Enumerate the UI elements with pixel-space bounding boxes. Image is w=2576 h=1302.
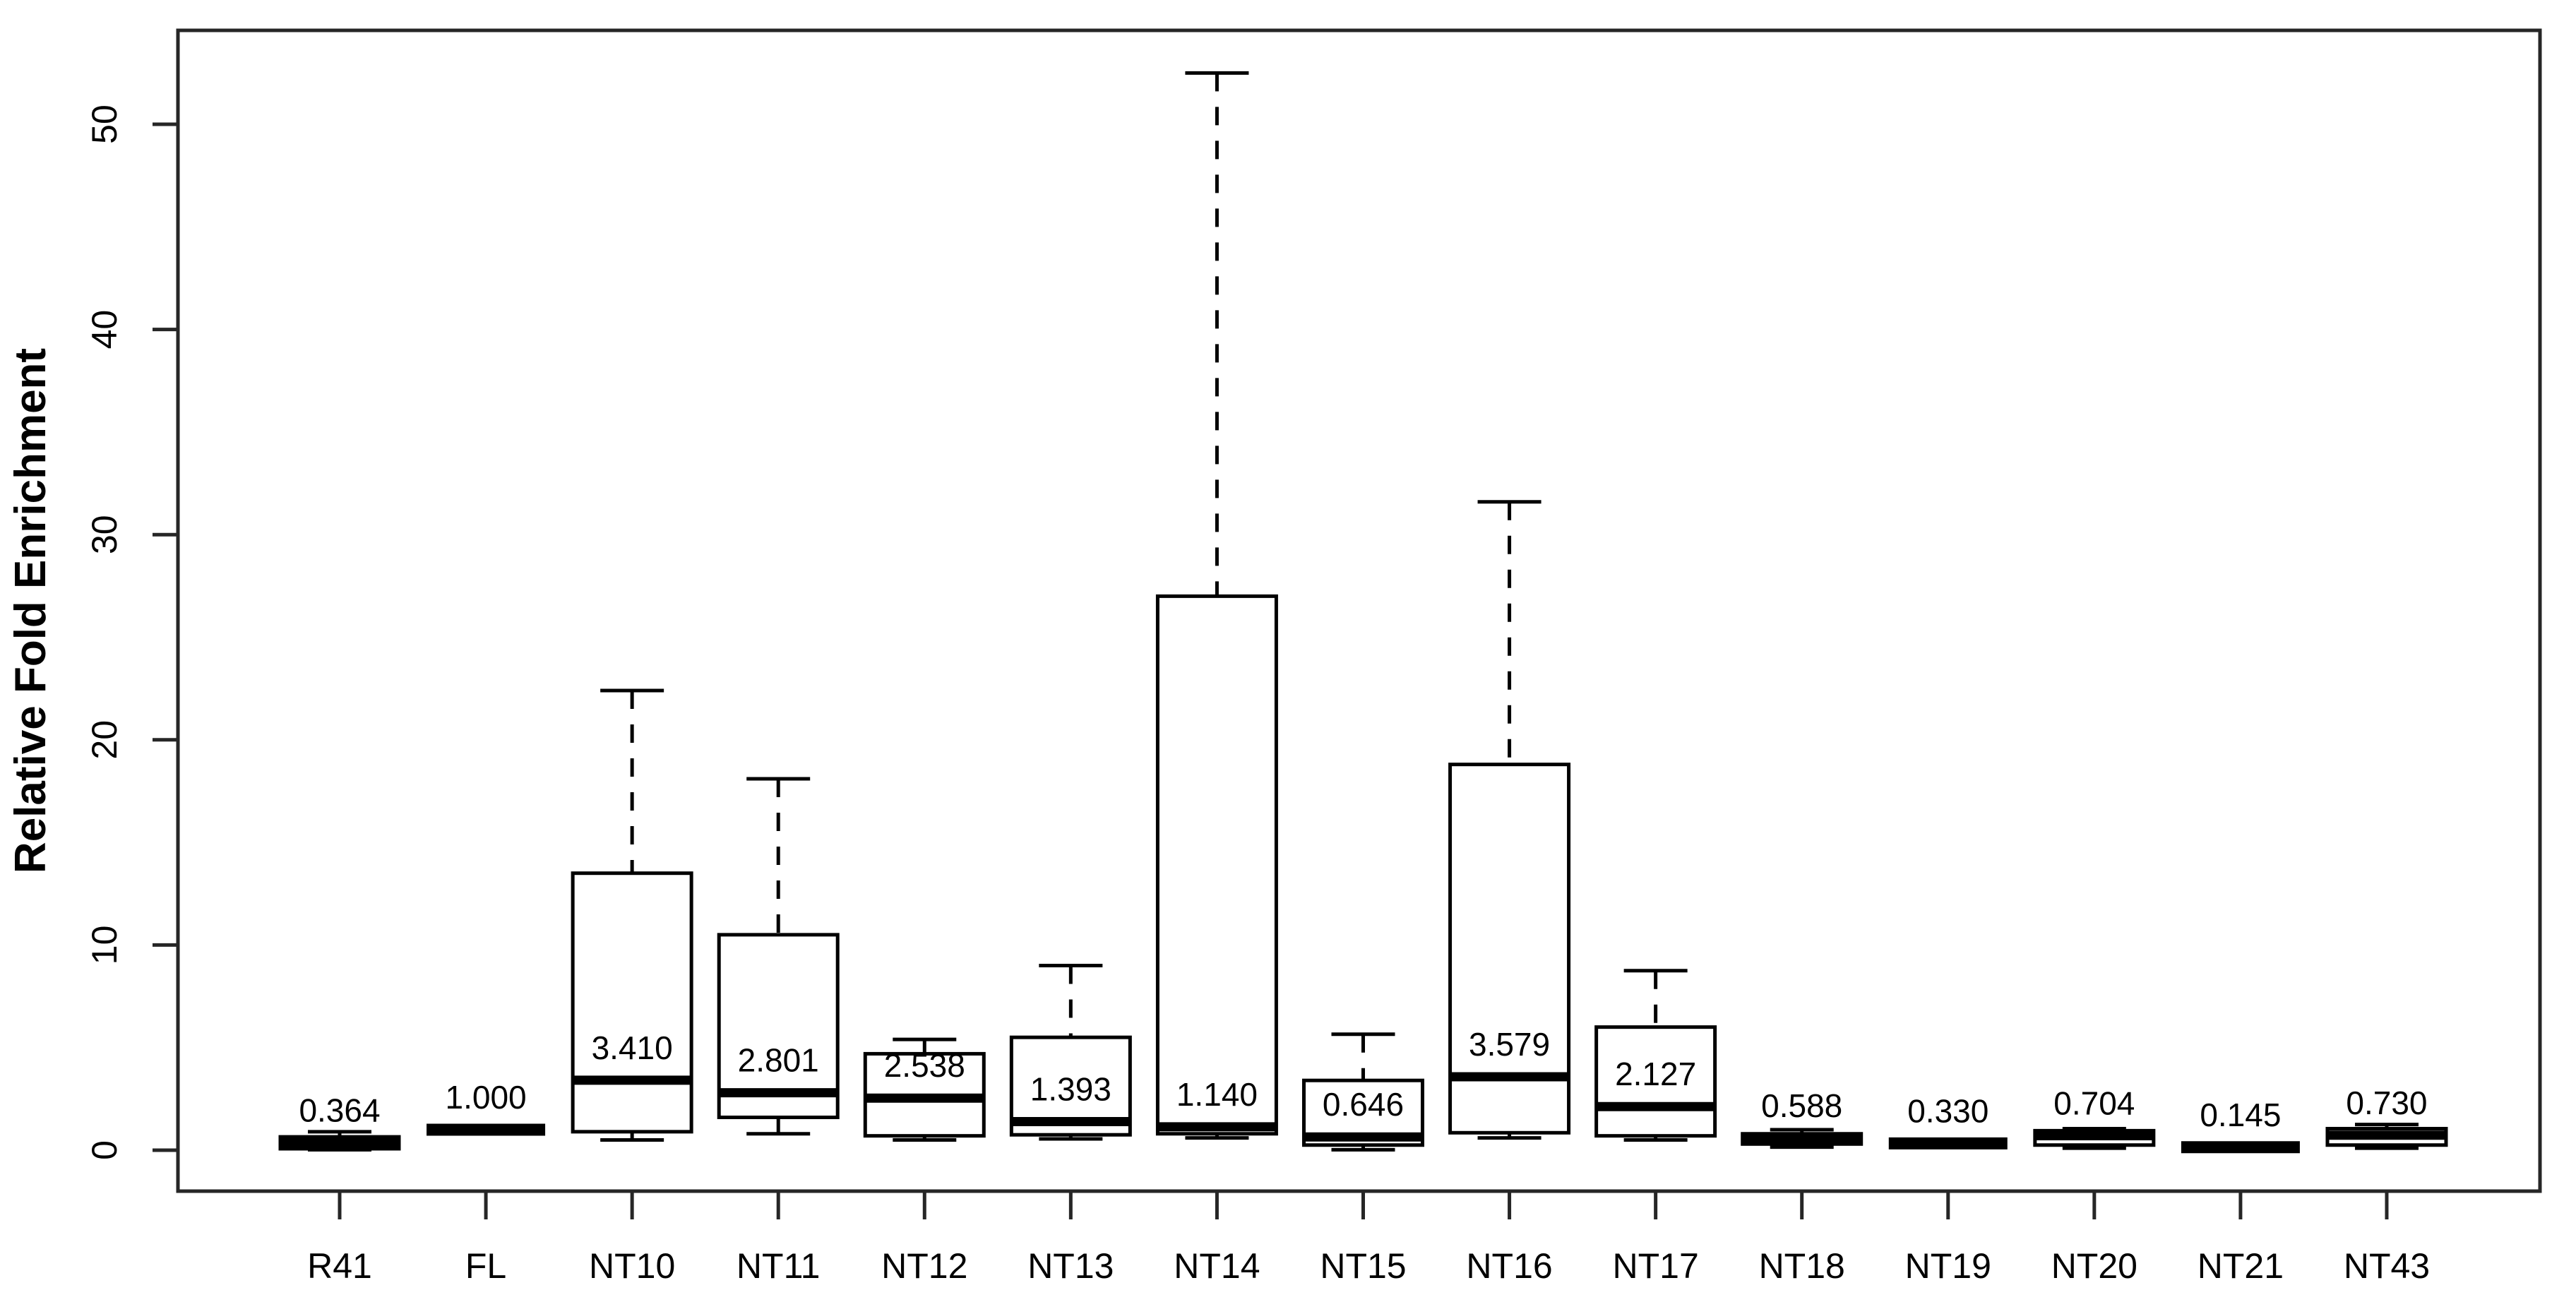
median-value-label-NT19: 0.330 xyxy=(1907,1092,1988,1129)
plot-area: 0 10 20 30 40 50 0.364 R41 1.000 FL 3.410 NT10 2.801… xyxy=(85,28,2542,1286)
median-value-label-NT15: 0.646 xyxy=(1323,1086,1404,1123)
median-value-label-NT14: 1.140 xyxy=(1176,1076,1258,1113)
box-group-NT15: 0.646 NT15 xyxy=(1301,1032,1424,1286)
y-tick-label-30: 30 xyxy=(85,515,124,554)
box-group-NT17: 2.127 NT17 xyxy=(1594,969,1717,1286)
y-tick-label-0: 0 xyxy=(85,1140,124,1160)
median-value-label-NT12: 2.538 xyxy=(884,1047,965,1084)
y-tick-label-20: 20 xyxy=(85,720,124,760)
box-group-R41: 0.364 R41 xyxy=(278,1092,401,1286)
iqr-box-NT16 xyxy=(1448,763,1571,1135)
box-group-NT20: 0.704 NT20 xyxy=(2033,1085,2156,1286)
x-category-label-NT19: NT19 xyxy=(1905,1246,1991,1286)
median-value-label-NT13: 1.393 xyxy=(1030,1071,1111,1108)
box-group-NT43: 0.730 NT43 xyxy=(2325,1085,2448,1286)
x-category-label-NT21: NT21 xyxy=(2198,1246,2284,1286)
iqr-box-NT10 xyxy=(571,871,693,1134)
median-value-label-NT11: 2.801 xyxy=(738,1042,819,1079)
median-value-label-NT18: 0.588 xyxy=(1761,1087,1842,1124)
iqr-box-NT17 xyxy=(1594,1025,1717,1138)
x-category-label-NT12: NT12 xyxy=(881,1246,967,1286)
x-category-label-NT14: NT14 xyxy=(1174,1246,1260,1286)
x-category-label-NT15: NT15 xyxy=(1320,1246,1406,1286)
box-group-NT13: 1.393 NT13 xyxy=(1009,963,1132,1286)
x-category-label-NT18: NT18 xyxy=(1759,1246,1845,1286)
y-tick-label-10: 10 xyxy=(85,926,124,965)
plot-border xyxy=(176,28,2542,1193)
box-group-NT14: 1.140 NT14 xyxy=(1155,71,1278,1286)
median-value-label-NT43: 0.730 xyxy=(2346,1085,2427,1121)
box-group-NT10: 3.410 NT10 xyxy=(571,688,693,1286)
box-group-NT21: 0.145 NT21 xyxy=(2181,1097,2300,1286)
x-category-label-R41: R41 xyxy=(307,1246,372,1286)
x-category-label-NT43: NT43 xyxy=(2344,1246,2430,1286)
box-group-NT16: 3.579 NT16 xyxy=(1448,500,1571,1286)
x-category-label-NT16: NT16 xyxy=(1466,1246,1552,1286)
median-value-label-NT21: 0.145 xyxy=(2200,1097,2281,1133)
median-value-label-NT10: 3.410 xyxy=(592,1029,673,1066)
box-group-NT18: 0.588 NT18 xyxy=(1741,1087,1864,1286)
y-axis-title: Relative Fold Enrichment xyxy=(6,348,55,873)
median-value-label-NT16: 3.579 xyxy=(1469,1026,1550,1063)
x-category-label-NT20: NT20 xyxy=(2051,1246,2137,1286)
x-category-label-NT10: NT10 xyxy=(589,1246,675,1286)
box-group-FL: 1.000 FL xyxy=(427,1079,546,1286)
iqr-box-NT11 xyxy=(717,933,840,1120)
iqr-box-NT14 xyxy=(1155,594,1278,1136)
y-tick-label-40: 40 xyxy=(85,310,124,350)
x-category-label-NT17: NT17 xyxy=(1612,1246,1698,1286)
x-category-label-NT13: NT13 xyxy=(1027,1246,1114,1286)
median-value-label-R41: 0.364 xyxy=(299,1092,380,1128)
box-group-NT12: 2.538 NT12 xyxy=(863,1037,986,1286)
median-value-label-NT20: 0.704 xyxy=(2053,1085,2135,1122)
box-group-NT19: 0.330 NT19 xyxy=(1888,1092,2008,1286)
median-value-label-FL: 1.000 xyxy=(446,1079,527,1116)
box-group-NT11: 2.801 NT11 xyxy=(717,777,840,1286)
x-category-label-NT11: NT11 xyxy=(737,1246,821,1286)
y-tick-label-50: 50 xyxy=(85,104,124,144)
x-category-label-FL: FL xyxy=(465,1246,506,1286)
median-value-label-NT17: 2.127 xyxy=(1615,1056,1696,1092)
